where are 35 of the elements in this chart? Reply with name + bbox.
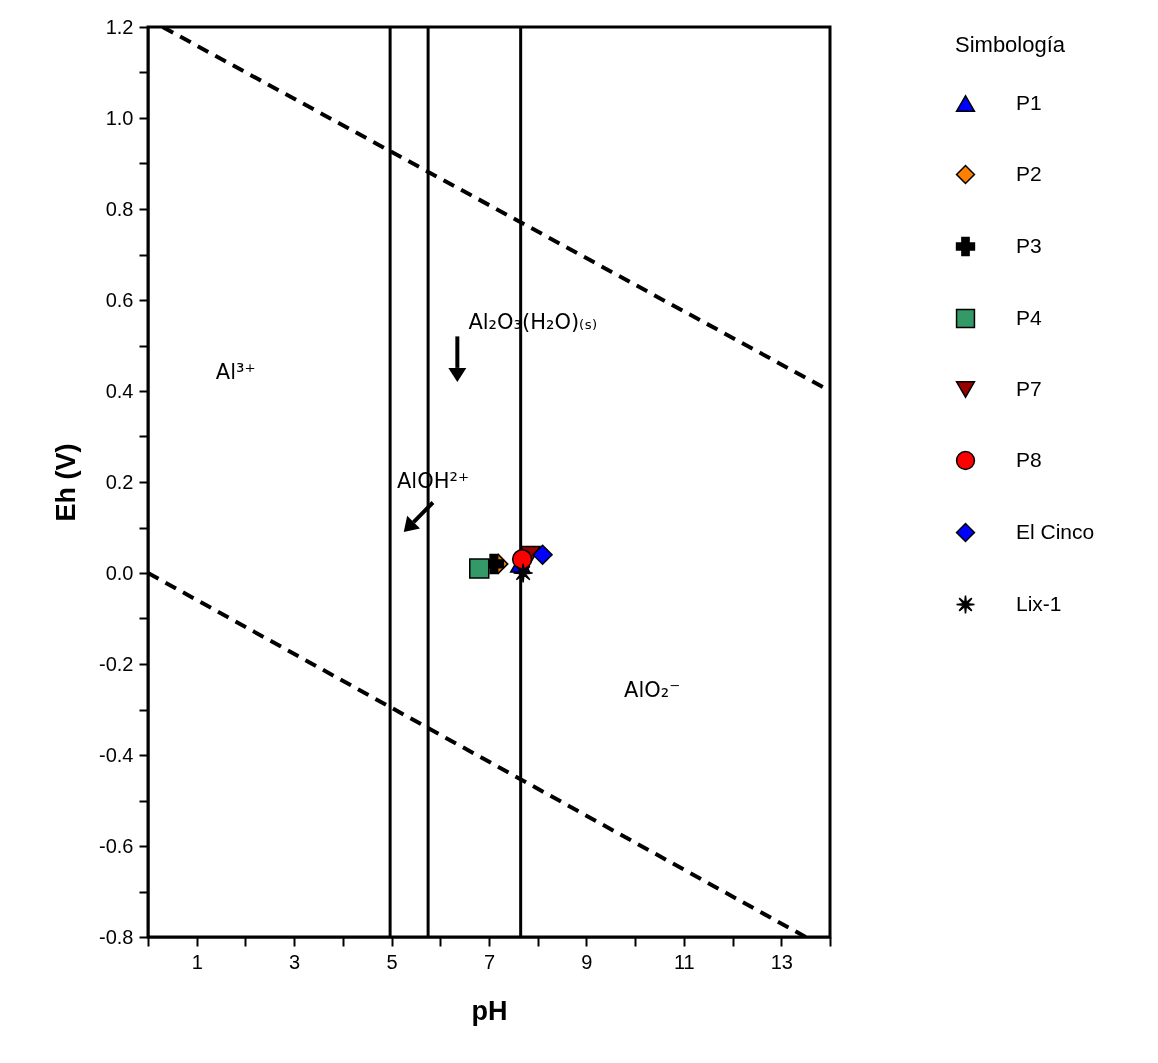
point (469, 558, 490, 579)
x-tick-label: 9 (581, 950, 593, 973)
y-tick-label: 1.2 (105, 15, 134, 38)
y-tick-label: -0.4 (99, 743, 134, 766)
point (532, 544, 553, 566)
legend-label: P4 (1016, 305, 1043, 329)
y-tick-label: 0.0 (105, 561, 134, 584)
annotation: AlO₂⁻ (624, 678, 681, 703)
legend-title: Simbología (955, 32, 1066, 57)
point (512, 562, 534, 584)
x-tick-label: 13 (770, 950, 793, 973)
x-axis-title: pH (471, 995, 508, 1026)
x-tick-label: 11 (673, 950, 695, 973)
point (511, 549, 533, 570)
legend-label: P8 (1016, 447, 1042, 471)
y-tick-label: 0.6 (105, 288, 134, 311)
annotation: Al³⁺ (215, 359, 256, 384)
x-tick-label: 1 (191, 950, 203, 973)
y-tick-label: 1.0 (105, 106, 134, 129)
y-axis-title: Eh (V) (51, 443, 82, 522)
y-tick-label: -0.6 (99, 834, 134, 857)
x-tick-label: 5 (386, 950, 398, 973)
y-tick-label: -0.8 (99, 925, 134, 948)
y-tick-label: 0.4 (105, 379, 134, 402)
legend-label: P3 (1016, 233, 1042, 257)
legend-label: Lix-1 (1016, 591, 1062, 615)
y-tick-label: 0.2 (105, 470, 134, 493)
legend-label: P1 (1016, 90, 1042, 114)
legend-label: P2 (1016, 161, 1042, 185)
x-tick-label: 7 (483, 950, 496, 973)
legend-label: P7 (1016, 376, 1042, 400)
y-tick-label: -0.2 (99, 652, 134, 675)
legend-label: El Cinco (1016, 519, 1095, 543)
y-tick-label: 0.8 (105, 197, 134, 220)
x-tick-label: 3 (289, 950, 301, 973)
